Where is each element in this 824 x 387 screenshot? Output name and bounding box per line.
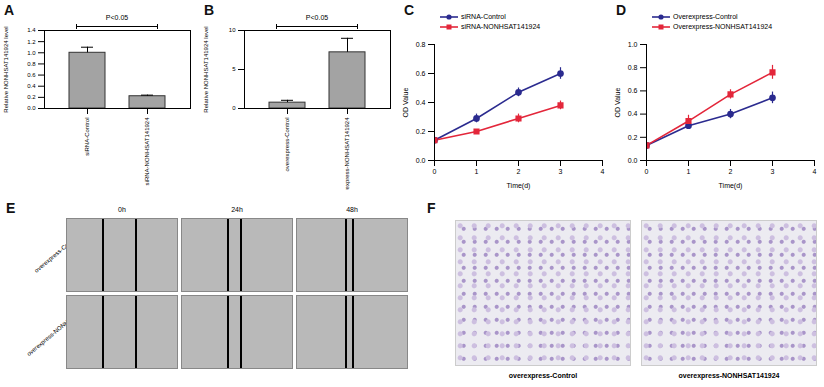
svg-text:0.8: 0.8 [628, 64, 638, 71]
html-text:D: D [616, 2, 627, 18]
svg-text:0.0: 0.0 [27, 105, 36, 111]
html-text:Overexpress-NONHSAT141924: Overexpress-NONHSAT141924 [673, 23, 773, 30]
svg-text:0.2: 0.2 [27, 94, 36, 100]
svg-text:0.6: 0.6 [27, 72, 36, 78]
svg-text:siRNA-NONHSAT141924: siRNA-NONHSAT141924 [144, 117, 150, 186]
html-text:F: F [427, 200, 436, 216]
html-text:24h: 24h [231, 206, 243, 213]
svg-text:0.6: 0.6 [628, 87, 638, 94]
svg-text:4: 4 [601, 168, 605, 175]
html-text:48h: 48h [346, 206, 358, 213]
svg-text:0: 0 [433, 168, 437, 175]
svg-text:3: 3 [559, 168, 563, 175]
svg-text:0.4: 0.4 [628, 110, 638, 117]
svg-text:1.0: 1.0 [27, 50, 36, 56]
html-text:0h: 0h [118, 206, 126, 213]
svg-text:overexpress-Control: overexpress-Control [284, 118, 290, 172]
html-text:C: C [404, 2, 415, 18]
svg-text:Time(d): Time(d) [507, 182, 531, 190]
html-text:E: E [6, 200, 16, 216]
svg-text:0.8: 0.8 [416, 41, 426, 48]
svg-text:OD Value: OD Value [402, 87, 409, 117]
svg-text:10: 10 [229, 27, 236, 33]
svg-text:0.8: 0.8 [27, 61, 36, 67]
html-text:overexpress-Control: overexpress-Control [33, 234, 79, 274]
svg-text:0.2: 0.2 [416, 128, 426, 135]
svg-text:Time(d): Time(d) [719, 182, 743, 190]
html-text:P<0.05: P<0.05 [105, 14, 129, 21]
html-text:overexpress-Control: overexpress-Control [508, 372, 578, 379]
html-text:siRNA-NONHSAT141924: siRNA-NONHSAT141924 [461, 23, 541, 30]
svg-text:1: 1 [475, 168, 479, 175]
html-text:P<0.05: P<0.05 [305, 14, 329, 21]
html-text:Overexpress-Control: Overexpress-Control [673, 13, 738, 20]
svg-text:0: 0 [232, 105, 236, 111]
svg-text:0: 0 [645, 168, 649, 175]
svg-text:1.4: 1.4 [27, 27, 36, 33]
svg-text:1: 1 [687, 168, 691, 175]
svg-text:4: 4 [813, 168, 817, 175]
svg-text:Relative NONHSAT141924 level: Relative NONHSAT141924 level [203, 26, 209, 112]
svg-text:Relative NONHSAT141924 level: Relative NONHSAT141924 level [3, 26, 9, 112]
svg-text:2: 2 [729, 168, 733, 175]
svg-text:5: 5 [232, 66, 236, 72]
svg-text:0.0: 0.0 [628, 157, 638, 164]
svg-text:0.4: 0.4 [27, 83, 36, 89]
svg-text:siRNA-Control: siRNA-Control [84, 118, 90, 156]
svg-text:1.0: 1.0 [628, 41, 638, 48]
html-text:siRNA-Control: siRNA-Control [461, 13, 506, 20]
html-text:B: B [204, 2, 215, 18]
svg-text:0.2: 0.2 [628, 134, 638, 141]
svg-text:0.4: 0.4 [416, 99, 426, 106]
svg-text:3: 3 [771, 168, 775, 175]
svg-text:2: 2 [517, 168, 521, 175]
svg-text:OD Value: OD Value [614, 87, 621, 117]
svg-text:1.2: 1.2 [27, 39, 36, 45]
html-text:overexpress-NONHSAT141924: overexpress-NONHSAT141924 [678, 372, 780, 379]
svg-text:0.0: 0.0 [416, 157, 426, 164]
svg-text:overexpress-NONHSAT141924: overexpress-NONHSAT141924 [344, 117, 350, 190]
html-text:overexpress-NONHSAT141924: overexpress-NONHSAT141924 [25, 298, 94, 358]
svg-text:0.6: 0.6 [416, 70, 426, 77]
html-text:A: A [4, 2, 15, 18]
